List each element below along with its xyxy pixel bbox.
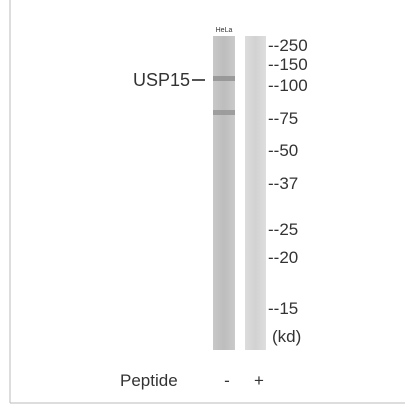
protein-label: USP15	[133, 70, 190, 90]
band	[213, 110, 235, 115]
marker-label: --15	[268, 299, 298, 318]
marker-label: --150	[268, 55, 308, 74]
marker-label: --250	[268, 36, 308, 55]
peptide-sign: -	[224, 371, 230, 390]
unit-label: (kd)	[272, 327, 301, 346]
lane-1	[213, 36, 235, 350]
peptide-sign: +	[254, 371, 264, 390]
peptide-label: Peptide	[120, 371, 178, 390]
marker-label: --100	[268, 76, 308, 95]
marker-label: --25	[268, 220, 298, 239]
marker-label: --50	[268, 141, 298, 160]
western-blot: HeLa USP15 --250 --150 --100 --75 --50 -…	[0, 0, 405, 405]
marker-label: --75	[268, 109, 298, 128]
marker-label: --37	[268, 174, 298, 193]
marker-label: --20	[268, 248, 298, 267]
lane-2	[245, 36, 266, 350]
band	[213, 76, 235, 81]
lane-label: HeLa	[216, 27, 233, 34]
